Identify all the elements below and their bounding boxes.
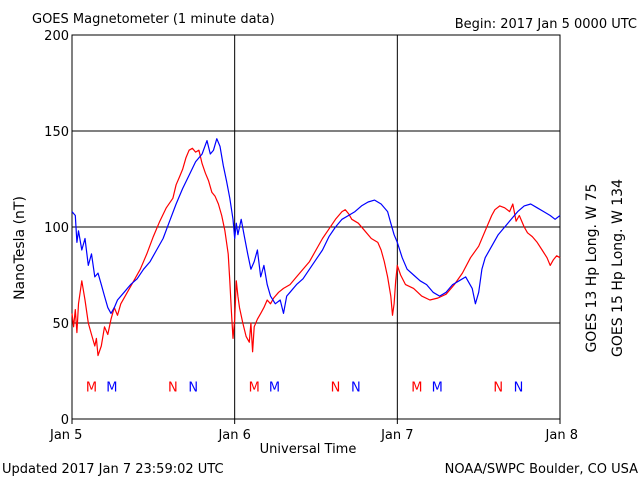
midnight-marker: M (86, 380, 97, 395)
noon-marker: N (331, 380, 341, 395)
series-goes13-line (71, 147, 561, 357)
y-tick-label: 100 (44, 221, 69, 236)
series-layer (71, 138, 561, 357)
midnight-marker: M (106, 380, 117, 395)
series-goes15-line (71, 138, 561, 314)
midnight-marker: M (432, 380, 443, 395)
source-credit: NOAA/SWPC Boulder, CO USA (445, 462, 638, 477)
midnight-marker: M (249, 380, 260, 395)
grid (72, 35, 560, 419)
updated-timestamp: Updated 2017 Jan 7 23:59:02 UTC (2, 462, 224, 477)
y-tick-label: 150 (44, 125, 69, 140)
y-axis-label: NanoTesla (nT) (12, 196, 28, 300)
y-tick-label: 0 (61, 413, 69, 428)
legend-goes13: GOES 13 Hp Long. W 75 (584, 183, 600, 352)
legend-goes15: GOES 15 Hp Long. W 134 (610, 179, 626, 357)
begin-time-label: Begin: 2017 Jan 5 0000 UTC (455, 17, 637, 32)
x-tick-label: Jan 6 (217, 428, 250, 443)
noon-marker: N (514, 380, 524, 395)
x-axis-ticks: Jan 5 Jan 6 Jan 7 Jan 8 (49, 419, 578, 443)
y-tick-label: 200 (44, 29, 69, 44)
noon-marker: N (493, 380, 503, 395)
x-axis-label: Universal Time (260, 442, 357, 457)
x-tick-label: Jan 7 (380, 428, 413, 443)
noon-marker: N (351, 380, 361, 395)
chart-title: GOES Magnetometer (1 minute data) (32, 12, 275, 27)
noon-marker: N (188, 380, 198, 395)
y-axis-ticks: 0 50 100 150 200 (44, 29, 69, 428)
midnight-marker: M (269, 380, 280, 395)
y-tick-label: 50 (52, 317, 69, 332)
x-tick-label: Jan 5 (49, 428, 82, 443)
noon-marker: N (168, 380, 178, 395)
midnight-marker: M (411, 380, 422, 395)
x-tick-label: Jan 8 (545, 428, 578, 443)
